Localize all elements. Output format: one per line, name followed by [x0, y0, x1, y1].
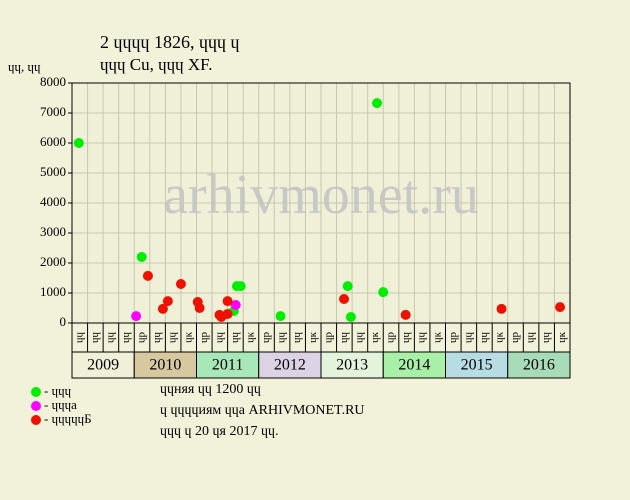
quarter-label: ɥɥ	[400, 332, 412, 344]
quarter-label: ɥр	[385, 332, 397, 344]
y-tick-label: 6000	[40, 134, 66, 149]
legend-label: - ɥɥɥɥɥБ	[44, 411, 92, 426]
quarter-label: ɥк	[494, 331, 506, 343]
legend-marker	[31, 387, 41, 397]
y-tick-label: 3000	[40, 224, 66, 239]
quarter-label: ɥк	[245, 331, 257, 343]
note: ɥ ɥɥɥɥиям ɥɥа ARHIVMONET.RU	[160, 403, 365, 418]
point	[496, 303, 507, 314]
y-tick-label: 8000	[40, 74, 66, 89]
point	[157, 303, 168, 314]
chart-subtitle: ɥɥɥ Cu, ɥɥɥ XF.	[100, 55, 212, 74]
quarter-label: ɥɥ	[229, 332, 241, 344]
quarter-label: ɥɥ	[353, 332, 365, 344]
point	[131, 311, 142, 322]
quarter-label: ɥɥ	[73, 332, 85, 344]
quarter-label: ɥк	[369, 331, 381, 343]
quarter-label: ɥк	[431, 331, 443, 343]
point	[73, 138, 84, 148]
point	[136, 252, 147, 262]
quarter-label: ɥɥ	[104, 332, 116, 344]
point	[378, 287, 389, 298]
point	[142, 270, 153, 281]
legend-marker	[31, 401, 41, 411]
year-label: 2009	[87, 357, 119, 374]
y-axis-label: ɥɥ, ɥɥ	[8, 59, 41, 74]
note: ɥɥɥ ɥ 20 ɥя 2017 ɥɥ.	[160, 424, 278, 439]
y-tick-label: 7000	[40, 104, 66, 119]
plot-border	[71, 82, 571, 353]
point	[345, 312, 356, 322]
quarter-label: ɥк	[307, 331, 319, 343]
quarter-label: ɥɥ	[540, 332, 552, 344]
point	[194, 303, 205, 313]
y-tick-label: 2000	[40, 254, 66, 269]
quarter-label: ɥр	[136, 332, 148, 344]
point	[175, 279, 186, 289]
legend-marker	[31, 415, 41, 425]
year-label: 2016	[523, 357, 555, 374]
quarter-label: ɥɥ	[213, 332, 225, 344]
point	[342, 281, 353, 292]
quarter-label: ɥɥ	[151, 332, 163, 344]
quarter-label: ɥр	[260, 332, 272, 344]
point	[222, 309, 233, 319]
year-label: 2012	[274, 357, 306, 374]
quarter-label: ɥɥ	[478, 332, 490, 344]
chart-title: 2 ɥɥɥɥ 1826, ɥɥɥ ɥ	[100, 32, 240, 52]
year-cell	[445, 351, 509, 379]
year-cell	[507, 351, 571, 379]
y-tick-label: 1000	[40, 284, 66, 299]
note: ɥɥняя ɥɥ 1200 ɥɥ	[160, 382, 261, 397]
y-tick-label: 4000	[40, 194, 66, 209]
year-label: 2011	[212, 357, 243, 374]
quarter-label: ɥɥ	[416, 332, 428, 344]
quarter-label: ɥр	[198, 332, 210, 344]
year-label: 2013	[336, 357, 368, 374]
year-label: 2010	[149, 357, 181, 374]
point	[230, 300, 241, 310]
quarter-label: ɥк	[556, 331, 568, 343]
y-tick-label: 0	[60, 314, 67, 329]
point	[222, 296, 233, 307]
legend-label: - ɥɥɥ	[44, 383, 72, 398]
quarter-label: ɥɥ	[89, 332, 101, 344]
quarter-label: ɥɥ	[525, 332, 537, 344]
point	[555, 302, 566, 313]
point	[339, 294, 350, 304]
quarter-label: ɥр	[509, 332, 521, 344]
quarter-label: ɥɥ	[276, 332, 288, 344]
quarter-label: ɥɥ	[462, 332, 474, 344]
quarter-label: ɥк	[182, 331, 194, 343]
quarter-label: ɥр	[322, 332, 334, 344]
year-label: 2015	[461, 357, 493, 374]
quarter-label: ɥɥ	[338, 332, 350, 344]
year-label: 2014	[398, 357, 430, 374]
point	[275, 311, 286, 322]
point	[235, 281, 246, 292]
point	[372, 98, 383, 109]
quarter-label: ɥɥ	[120, 332, 132, 344]
y-tick-label: 5000	[40, 164, 66, 179]
quarter-label: ɥɥ	[167, 332, 179, 344]
quarter-label: ɥр	[447, 332, 459, 344]
point	[162, 296, 173, 307]
legend-label: - ɥɥɥа	[44, 397, 77, 412]
quarter-label: ɥɥ	[291, 332, 303, 344]
point	[400, 309, 411, 320]
